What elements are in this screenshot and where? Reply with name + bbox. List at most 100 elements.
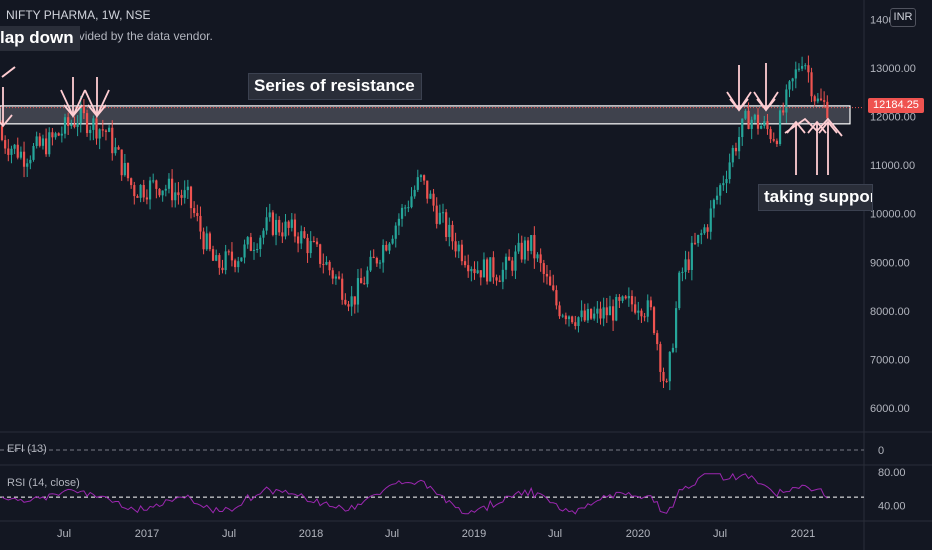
candle-body xyxy=(215,255,218,261)
price-tick-label: 8000.00 xyxy=(870,306,910,318)
candle-body xyxy=(526,240,530,251)
candle-body xyxy=(460,244,463,262)
candle-body xyxy=(700,233,703,235)
candle-body xyxy=(517,242,520,252)
candle-body xyxy=(139,185,142,198)
candle-body xyxy=(193,208,196,214)
efi-value: 0 xyxy=(878,445,884,457)
candle-body xyxy=(652,307,656,334)
candle-body xyxy=(133,185,136,197)
candle-body xyxy=(489,257,492,282)
symbol-title: NIFTY PHARMA, 1W, NSE xyxy=(6,8,151,22)
candle-body xyxy=(605,307,608,316)
candle-body xyxy=(397,218,400,226)
candle-body xyxy=(180,195,183,198)
candle-body xyxy=(319,244,322,264)
candle-body xyxy=(823,100,826,102)
candle-body xyxy=(98,129,101,139)
candle-body xyxy=(741,118,744,138)
candle-body xyxy=(589,308,593,319)
candle-body xyxy=(57,133,60,136)
candle-body xyxy=(70,124,73,127)
candle-body xyxy=(95,118,98,139)
candle-body xyxy=(819,98,823,101)
candle-body xyxy=(142,185,145,198)
candle-body xyxy=(533,235,536,259)
candle-body xyxy=(148,180,152,200)
arrow-down-r1-head xyxy=(729,98,749,112)
candle-body xyxy=(152,180,155,182)
candle-body xyxy=(816,98,819,102)
candle-body xyxy=(763,121,766,126)
candle-body xyxy=(564,315,567,320)
candle-body xyxy=(334,276,337,279)
candle-body xyxy=(158,188,161,196)
candle-body xyxy=(523,240,526,260)
candle-body xyxy=(536,254,539,259)
candle-body xyxy=(451,224,454,242)
candle-body xyxy=(76,123,79,127)
candle-body xyxy=(240,257,243,262)
candle-body xyxy=(797,68,801,70)
candle-body xyxy=(722,183,725,186)
time-tick-label: Jul xyxy=(385,528,399,540)
candle-body xyxy=(693,242,697,244)
candle-body xyxy=(363,283,366,285)
candle-body xyxy=(347,304,350,307)
candle-body xyxy=(486,259,489,282)
time-tick-label: 2021 xyxy=(791,528,815,540)
candle-body xyxy=(29,159,32,164)
candle-body xyxy=(445,212,448,238)
candle-body xyxy=(155,180,158,189)
candle-body xyxy=(608,306,612,316)
candle-body xyxy=(671,347,675,352)
candle-body xyxy=(19,151,22,158)
candle-body xyxy=(482,259,486,278)
candle-body xyxy=(599,308,602,319)
candle-body xyxy=(476,270,479,274)
candle-body xyxy=(804,65,807,67)
efi-label[interactable]: EFI (13) xyxy=(7,443,47,455)
candle-body xyxy=(571,316,574,323)
candle-body xyxy=(271,212,274,235)
annotation-taking-support[interactable]: taking support xyxy=(758,184,873,211)
candle-body xyxy=(602,307,605,319)
candle-body xyxy=(278,219,281,233)
candle-body xyxy=(341,278,344,300)
candle-body xyxy=(303,231,306,238)
price-tick-label: 10000.00 xyxy=(870,209,916,221)
candle-body xyxy=(243,244,246,258)
candle-body xyxy=(287,221,290,228)
annotation-series-of-resistance[interactable]: Series of resistance xyxy=(248,73,422,100)
candle-body xyxy=(649,300,652,308)
candle-body xyxy=(498,280,501,282)
candle-body xyxy=(423,175,426,181)
candle-body xyxy=(26,163,29,167)
candle-body xyxy=(457,244,460,252)
candle-body xyxy=(416,177,419,190)
currency-badge[interactable]: INR xyxy=(890,8,916,27)
candle-body xyxy=(454,241,457,252)
candle-body xyxy=(593,313,596,319)
candle-body xyxy=(807,65,810,73)
candle-body xyxy=(211,249,215,261)
rsi-label[interactable]: RSI (14, close) xyxy=(7,477,80,489)
time-tick-label: 2018 xyxy=(299,528,323,540)
candle-body xyxy=(731,147,734,163)
candle-body xyxy=(772,139,775,141)
candle-body xyxy=(300,231,303,244)
candle-body xyxy=(552,285,555,291)
annotation-lap-down[interactable]: lap down xyxy=(0,26,80,51)
candle-body xyxy=(145,197,148,200)
candle-body xyxy=(265,217,268,231)
candle-body xyxy=(514,251,517,271)
candle-body xyxy=(237,261,240,268)
candle-body xyxy=(504,256,508,270)
candle-body xyxy=(309,240,312,254)
time-tick-label: 2019 xyxy=(462,528,486,540)
candle-body xyxy=(45,138,48,155)
candle-body xyxy=(372,256,375,258)
time-tick-label: 2020 xyxy=(626,528,650,540)
candle-body xyxy=(769,129,772,140)
